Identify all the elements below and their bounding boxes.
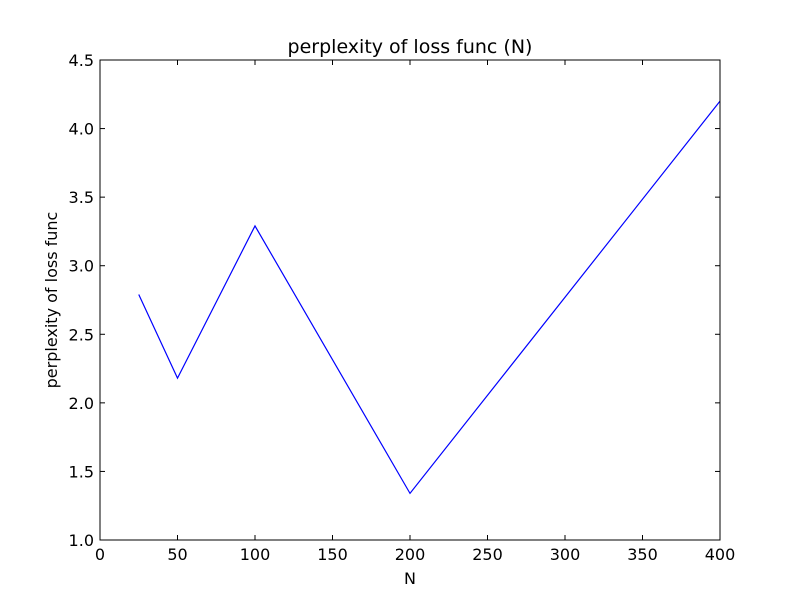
x-tick-label: 300	[550, 545, 581, 564]
plot-area	[138, 100, 721, 495]
x-tick-label: 200	[395, 545, 426, 564]
y-tick-label: 4.0	[69, 120, 94, 139]
y-axis-label: perplexity of loss func	[42, 212, 61, 389]
y-tick-label: 3.0	[69, 257, 94, 276]
chart-title: perplexity of loss func (N)	[288, 36, 533, 58]
x-tick-label: 400	[705, 545, 736, 564]
y-tick-label: 1.0	[69, 531, 94, 550]
x-tick-label: 150	[317, 545, 348, 564]
x-tick-label: 50	[167, 545, 187, 564]
y-tick-label: 4.5	[69, 51, 94, 70]
x-tick-label: 100	[240, 545, 271, 564]
x-tick-label: 250	[472, 545, 503, 564]
x-axis-label: N	[404, 569, 416, 588]
y-tick-label: 2.5	[69, 325, 94, 344]
y-tick-label: 2.0	[69, 394, 94, 413]
y-tick-label: 1.5	[69, 462, 94, 481]
plot-frame	[99, 59, 721, 541]
series-line	[138, 100, 721, 495]
x-tick-label: 0	[95, 545, 105, 564]
y-tick-label: 3.5	[69, 188, 94, 207]
x-tick-label: 350	[627, 545, 658, 564]
axis-ticks: 0 50 100 150 200 250 300 350 400 1.0 1.5 2.0 2.5 3.0 3…	[69, 51, 736, 564]
